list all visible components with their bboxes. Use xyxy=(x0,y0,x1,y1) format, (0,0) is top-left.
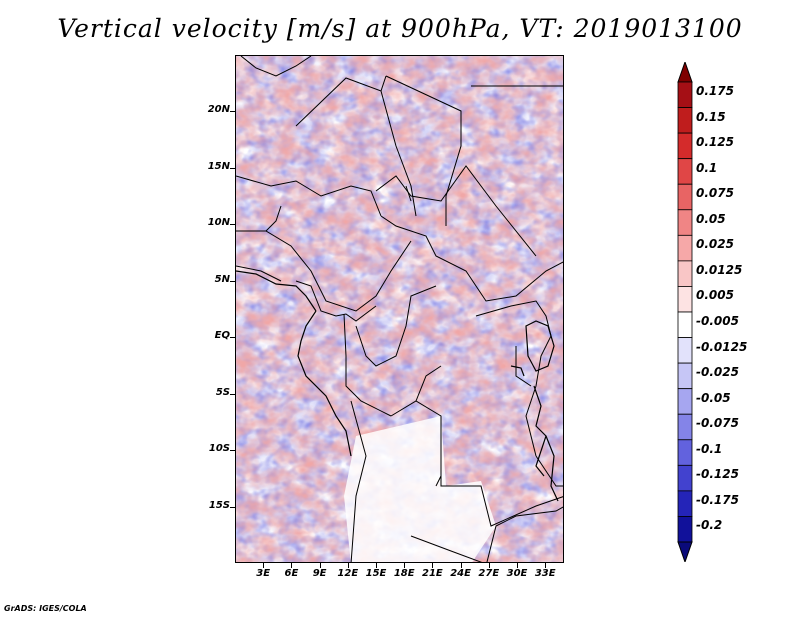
lat-tick-mark xyxy=(230,450,235,452)
colorbar-segment xyxy=(677,81,693,108)
lat-tick-mark xyxy=(230,506,235,508)
colorbar-top-arrow xyxy=(677,62,693,83)
colorbar-segment xyxy=(677,286,693,313)
colorbar-level-label: 0.025 xyxy=(696,237,734,252)
lat-tick-mark xyxy=(230,111,235,113)
lat-tick-label: 15N xyxy=(207,160,230,172)
lat-tick-label: 10N xyxy=(207,217,230,229)
colorbar-segment xyxy=(677,183,693,211)
country-borders xyxy=(236,56,563,562)
colorbar-segment xyxy=(677,234,693,262)
colorbar-level-label: 0.0125 xyxy=(696,262,743,277)
map-panel xyxy=(235,55,564,563)
lat-tick-mark xyxy=(230,280,235,282)
colorbar-segment xyxy=(677,516,693,543)
colorbar-level-label: -0.025 xyxy=(696,365,739,380)
lat-tick-mark xyxy=(230,337,235,339)
colorbar-level-label: -0.175 xyxy=(696,492,739,507)
lat-tick-mark xyxy=(230,167,235,169)
lon-tick-mark xyxy=(263,563,265,568)
lon-tick-label: 33E xyxy=(534,568,556,579)
lon-tick-label: 12E xyxy=(337,568,359,579)
lon-tick-label: 24E xyxy=(450,568,471,579)
colorbar-segment xyxy=(677,388,693,415)
lat-tick-label: 15S xyxy=(208,499,230,511)
colorbar-level-label: 0.175 xyxy=(696,84,734,98)
colorbar-bottom-arrow xyxy=(677,541,693,562)
colorbar-level-label: 0.005 xyxy=(696,288,734,303)
lon-tick-label: 21E xyxy=(422,568,443,579)
lon-tick-label: 27E xyxy=(478,568,500,579)
colorbar-segment xyxy=(677,439,693,466)
colorbar-segment xyxy=(677,311,693,338)
coastlines xyxy=(236,270,559,502)
lon-tick-mark xyxy=(404,563,406,568)
lon-tick-label: 3E xyxy=(256,568,271,579)
vertical-velocity-field xyxy=(236,56,563,562)
colorbar-segment xyxy=(677,209,693,236)
colorbar-segment xyxy=(677,362,693,390)
lon-tick-mark xyxy=(291,563,293,568)
lat-tick-label: 5S xyxy=(215,386,230,398)
colorbar-segment xyxy=(677,132,693,160)
grads-credit: GrADS: IGES/COLA xyxy=(4,604,87,613)
lon-tick-label: 15E xyxy=(365,568,387,579)
colorbar-segment xyxy=(677,158,693,185)
lon-tick-label: 9E xyxy=(312,568,327,579)
lon-tick-mark xyxy=(376,563,377,568)
colorbar-segment xyxy=(677,490,693,517)
colorbar-level-label: 0.05 xyxy=(696,211,726,226)
colorbar-level-label: -0.05 xyxy=(696,390,731,405)
lat-tick-label: 5N xyxy=(214,273,230,285)
lon-tick-mark xyxy=(319,563,321,568)
land-mask-southern xyxy=(344,416,496,562)
colorbar-level-label: 0.125 xyxy=(696,135,734,150)
chart-title: Vertical velocity [m/s] at 900hPa, VT: 2… xyxy=(57,14,743,43)
lat-tick-label: EQ xyxy=(214,330,230,342)
colorbar-segment xyxy=(677,413,693,441)
lat-tick-label: 10S xyxy=(208,443,230,455)
colorbar-level-label: -0.075 xyxy=(696,416,739,431)
lon-tick-mark xyxy=(545,563,547,568)
colorbar xyxy=(677,62,693,562)
lon-tick-label: 6E xyxy=(284,568,299,579)
colorbar-segment xyxy=(677,260,693,287)
lon-tick-mark xyxy=(517,563,518,568)
colorbar-level-label: -0.2 xyxy=(696,518,723,533)
lon-tick-mark xyxy=(347,563,349,568)
lon-tick-label: 30E xyxy=(506,568,528,579)
colorbar-segment xyxy=(677,107,693,134)
lat-tick-label: 20N xyxy=(207,104,230,116)
colorbar-level-label: 0.15 xyxy=(696,109,726,124)
colorbar-level-label: -0.0125 xyxy=(696,339,748,354)
lat-tick-mark xyxy=(230,393,235,395)
colorbar-level-label: 0.1 xyxy=(696,160,718,175)
lon-tick-mark xyxy=(488,563,490,568)
lat-tick-mark xyxy=(230,224,235,226)
colorbar-level-label: -0.1 xyxy=(696,441,723,456)
colorbar-level-label: 0.075 xyxy=(696,186,734,201)
colorbar-level-label: -0.005 xyxy=(696,314,739,328)
colorbar-segment xyxy=(677,464,693,492)
lon-tick-mark xyxy=(460,563,462,568)
lon-tick-mark xyxy=(432,563,434,568)
colorbar-segment xyxy=(677,337,693,364)
lon-tick-label: 18E xyxy=(393,568,415,579)
colorbar-level-label: -0.125 xyxy=(696,467,739,482)
